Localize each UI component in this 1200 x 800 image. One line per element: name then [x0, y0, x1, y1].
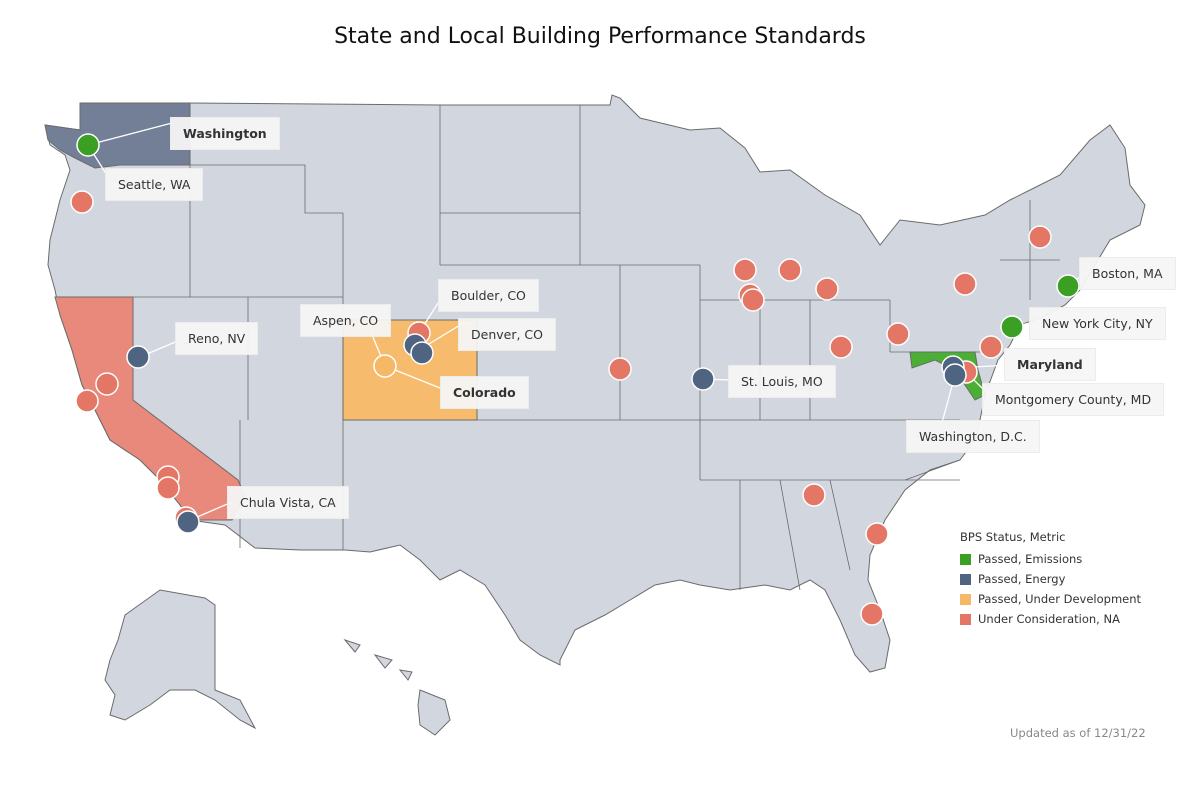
label-dc: Washington, D.C. — [906, 420, 1040, 453]
marker-ca-4 — [156, 476, 180, 500]
marker-ga — [802, 483, 826, 507]
legend-item-under-consideration[interactable]: Under Consideration, NA — [960, 609, 1141, 629]
marker-sc — [865, 522, 889, 546]
map-title: State and Local Building Performance Sta… — [334, 24, 866, 49]
label-maryland: Maryland — [1004, 348, 1096, 381]
marker-nj — [979, 335, 1003, 359]
legend-item-under-development[interactable]: Passed, Under Development — [960, 589, 1141, 609]
legend-label-under-consideration: Under Consideration, NA — [978, 612, 1120, 626]
label-boulder: Boulder, CO — [438, 279, 539, 312]
marker-dc-2 — [943, 363, 967, 387]
marker-oh-2 — [886, 322, 910, 346]
label-reno: Reno, NV — [175, 322, 259, 355]
marker-mi-2 — [778, 258, 802, 282]
label-st-louis: St. Louis, MO — [728, 365, 836, 398]
label-chula-vista: Chula Vista, CA — [227, 486, 349, 519]
label-montgomery: Montgomery County, MD — [982, 383, 1165, 416]
marker-fl — [860, 602, 884, 626]
label-denver: Denver, CO — [458, 318, 556, 351]
legend-label-under-development: Passed, Under Development — [978, 592, 1142, 606]
legend-label-energy: Passed, Energy — [978, 572, 1066, 586]
legend: BPS Status, Metric Passed, Emissions Pas… — [960, 530, 1141, 629]
marker-ca-1 — [95, 372, 119, 396]
marker-nyc — [1000, 315, 1024, 339]
legend-item-energy[interactable]: Passed, Energy — [960, 569, 1141, 589]
marker-aspen — [373, 354, 397, 378]
legend-title: BPS Status, Metric — [960, 530, 1066, 544]
label-boston: Boston, MA — [1079, 257, 1176, 290]
marker-oh-1 — [829, 335, 853, 359]
marker-st-louis — [691, 367, 715, 391]
marker-seattle — [70, 190, 94, 214]
label-aspen: Aspen, CO — [300, 304, 392, 337]
legend-swatch-under-consideration — [960, 613, 971, 625]
marker-mi-3 — [815, 277, 839, 301]
legend-swatch-emissions — [960, 553, 971, 565]
legend-item-emissions[interactable]: Passed, Emissions — [960, 549, 1141, 569]
marker-vt — [1028, 225, 1052, 249]
marker-ca-2 — [75, 389, 99, 413]
label-colorado: Colorado — [440, 376, 529, 409]
marker-chula-vista — [176, 510, 200, 534]
marker-mo — [608, 357, 632, 381]
hawaii-shape — [343, 638, 451, 736]
marker-reno — [126, 345, 150, 369]
label-seattle: Seattle, WA — [105, 168, 204, 201]
legend-swatch-energy — [960, 573, 971, 585]
legend-label-emissions: Passed, Emissions — [978, 552, 1083, 566]
marker-washington-state — [76, 133, 100, 157]
marker-il-2 — [741, 288, 765, 312]
marker-mi-1 — [733, 258, 757, 282]
legend-swatch-under-development — [960, 593, 971, 605]
label-washington: Washington — [170, 117, 280, 150]
label-nyc: New York City, NY — [1029, 307, 1166, 340]
marker-denver-2 — [410, 341, 434, 365]
marker-pa — [953, 272, 977, 296]
alaska-shape — [104, 589, 257, 730]
updated-note: Updated as of 12/31/22 — [1010, 726, 1146, 740]
marker-boston — [1056, 274, 1080, 298]
